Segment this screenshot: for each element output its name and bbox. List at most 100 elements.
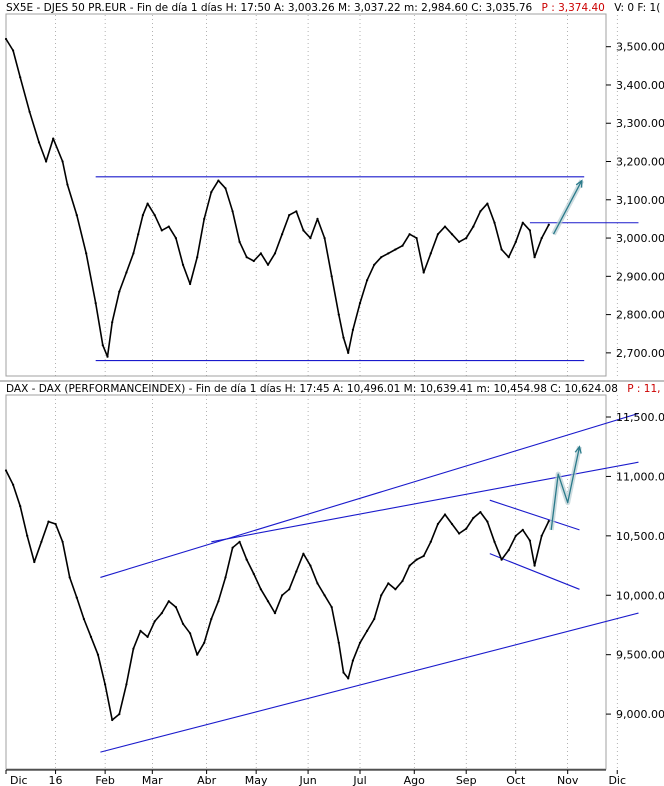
dax-price-point	[479, 510, 482, 514]
dax-projection-shadow	[548, 446, 582, 531]
sx5e-price-point	[273, 252, 277, 255]
time-axis-label: Sep	[456, 774, 477, 786]
sx5e-price-point	[266, 263, 270, 266]
sx5e-price-point	[245, 256, 248, 259]
time-axis-label: Mar	[142, 774, 163, 786]
sx5e-price-point	[217, 179, 220, 182]
sx5e-price-point	[493, 221, 496, 224]
sx5e-price-point	[238, 240, 241, 243]
dax-price-point	[281, 594, 284, 597]
sx5e-price-point	[281, 233, 284, 236]
sx5e-price-point	[252, 259, 255, 263]
dax-price-point	[514, 534, 517, 537]
dax-price-point	[54, 522, 57, 526]
sx5e-price-point	[342, 336, 345, 339]
dax-price-point	[40, 540, 43, 543]
sx5e-projection-line[interactable]	[552, 180, 583, 235]
dax-price-point	[203, 641, 206, 644]
dax-price-point	[366, 629, 369, 633]
dax-header: DAX - DAX (PERFORMANCEINDEX) - Fin de dí…	[6, 383, 661, 395]
sx5e-price-series	[4, 37, 550, 358]
dax-price-point	[118, 713, 121, 716]
dax-price-point	[111, 718, 114, 722]
dax-y-tick-label: 9,000.00	[616, 708, 664, 721]
sx5e-y-tick-label: 3,500.00	[616, 41, 664, 54]
sx5e-price-point	[358, 302, 362, 305]
sx5e-price-point	[160, 229, 163, 232]
dax-trendline-flag-bottom[interactable]	[489, 553, 580, 590]
sx5e-header-text: SX5E - DJES 50 PR.EUR - Fin de día 1 día…	[6, 2, 533, 14]
sx5e-price-point	[472, 225, 475, 228]
dax-price-point	[309, 564, 312, 567]
sx5e-price-point	[458, 240, 461, 243]
time-axis-label: Ago	[404, 774, 426, 786]
dax-price-point	[443, 513, 447, 516]
sx5e-price-point	[125, 271, 128, 274]
dax-trendline-mid-line[interactable]	[211, 461, 639, 543]
dax-price-point	[450, 522, 454, 526]
dax-price-point	[436, 522, 439, 526]
dax-header-last-price: P : 11,	[627, 383, 660, 395]
dax-price-point	[500, 558, 503, 561]
sx5e-y-tick-label: 3,300.00	[616, 117, 664, 130]
sx5e-price-point	[196, 256, 199, 259]
dax-projection-line[interactable]	[550, 446, 581, 530]
sx5e-price-point	[387, 252, 390, 255]
sx5e-price-point	[528, 229, 532, 232]
sx5e-price-point	[231, 210, 234, 213]
dax-price-point	[252, 572, 255, 576]
sx5e-price-point	[85, 252, 88, 255]
sx5e-price-point	[337, 313, 340, 316]
dax-panel: 9,000.00 9,500.00 10,000.00 10,500.00 11,000…	[4, 383, 664, 770]
sx5e-panel: 2,700.00 2,800.00 2,900.00 3,000.00 3,100.00…	[4, 2, 664, 377]
sx5e-price-point	[465, 237, 468, 240]
dax-price-point	[337, 641, 340, 644]
sx5e-y-tick-label: 3,000.00	[616, 232, 664, 245]
sx5e-price-point	[189, 282, 192, 286]
sx5e-trendlines	[95, 176, 639, 362]
sx5e-grid	[55, 15, 618, 376]
sx5e-price-point	[302, 229, 305, 232]
sx5e-price-point	[75, 214, 78, 217]
time-axis-label: Abr	[197, 774, 217, 786]
sx5e-price-point	[174, 237, 177, 240]
dax-y-tick-label: 11,500.00	[616, 411, 664, 424]
sx5e-price-point	[141, 214, 144, 217]
time-axis: Dic 16 Feb Mar Abr May Jun Jul Ago Sep Oct Nov Dic	[5, 769, 626, 786]
dax-price-point	[19, 505, 22, 508]
sx5e-y-tick-label: 3,100.00	[616, 194, 664, 207]
dax-price-point	[540, 534, 543, 537]
dax-trendline-upper-channel[interactable]	[100, 412, 639, 578]
dax-price-point	[61, 540, 64, 543]
sx5e-price-point	[137, 233, 140, 236]
dax-trendline-lower-channel[interactable]	[100, 612, 639, 753]
dax-price-point	[465, 527, 468, 530]
sx5e-price-point	[316, 217, 319, 220]
sx5e-price-point	[146, 202, 149, 205]
sx5e-price-point	[415, 237, 418, 240]
dax-price-point	[245, 558, 248, 561]
sx5e-price-point	[288, 214, 291, 217]
dax-price-point	[302, 552, 305, 555]
sx5e-price-point	[111, 321, 114, 324]
sx5e-price-point	[203, 217, 206, 220]
dax-price-point	[347, 677, 350, 680]
sx5e-price-point	[429, 252, 432, 255]
dax-price-point	[422, 554, 425, 558]
sx5e-price-point	[132, 252, 135, 255]
dax-projection-arrowhead	[574, 445, 582, 454]
sx5e-price-point	[37, 141, 41, 144]
sx5e-header: SX5E - DJES 50 PR.EUR - Fin de día 1 día…	[6, 2, 660, 14]
sx5e-price-point	[366, 279, 369, 282]
sx5e-price-point	[507, 256, 510, 259]
dax-price-point	[323, 594, 326, 597]
dax-price-point	[408, 564, 411, 567]
dax-trendline-flag-top[interactable]	[489, 499, 580, 531]
dax-price-point	[330, 606, 333, 609]
time-axis-label: 16	[49, 774, 63, 786]
sx5e-y-axis: 2,700.00 2,800.00 2,900.00 3,000.00 3,100.00…	[606, 41, 664, 360]
dax-price-point	[401, 579, 404, 583]
sx5e-price-point	[66, 183, 69, 186]
dax-price-point	[373, 617, 376, 621]
sx5e-price-point	[12, 49, 15, 52]
